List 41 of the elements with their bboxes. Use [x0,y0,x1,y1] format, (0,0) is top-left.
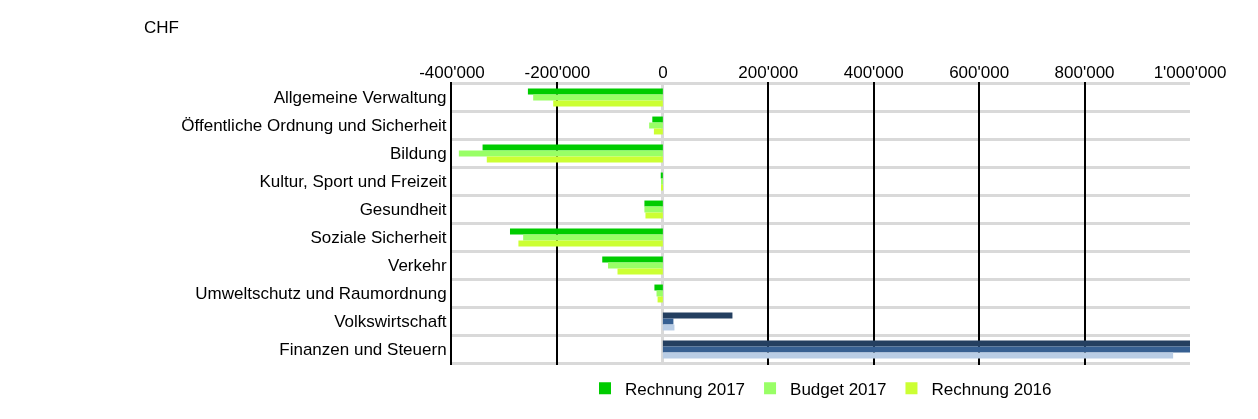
y-tick-label: Soziale Sicherheit [310,228,447,248]
bar [486,156,663,163]
bar [602,256,663,263]
x-tick-label: 200'000 [738,62,799,82]
bar [654,284,663,291]
x-tick-label: -200'000 [524,62,591,82]
bar [662,324,675,331]
x-tick-label: 600'000 [949,62,1010,82]
bar [645,212,663,219]
text: CHF [144,18,179,37]
y-tick-label: Verkehr [388,256,447,276]
y-tick-label: Umweltschutz und Raumordnung [195,284,447,304]
bar [662,340,1190,347]
bar [653,128,663,135]
y-tick-label: Öffentliche Ordnung und Sicherheit [181,116,447,136]
x-tick-label: 400'000 [843,62,904,82]
y-tick-label: Kultur, Sport und Freizeit [259,172,447,192]
y-tick-label: Bildung [389,144,447,164]
bar [662,312,733,319]
bar [652,116,663,123]
y-tick-label: Allgemeine Verwaltung [273,88,447,108]
bar [553,100,663,107]
bar [482,144,663,151]
bar [644,200,663,207]
bar [527,88,663,95]
x-tick-label: 0 [658,62,668,82]
y-tick-label: Gesundheit [359,200,447,220]
legend-label: Rechnung 2016 [931,379,1052,399]
legend-label: Rechnung 2017 [625,379,746,399]
x-tick-label: -400'000 [419,62,485,82]
x-tick-label: 800'000 [1054,62,1115,82]
legend-label: Budget 2017 [790,379,887,399]
y-tick-label: Volkswirtschaft [334,312,447,332]
bar [662,352,1174,359]
bar [617,268,663,275]
bar [660,172,663,179]
bar [509,228,663,235]
x-tick-label: 1'000'000 [1153,62,1227,82]
y-tick-label: Finanzen und Steuern [279,340,447,360]
bar [657,296,663,303]
bar [518,240,663,247]
